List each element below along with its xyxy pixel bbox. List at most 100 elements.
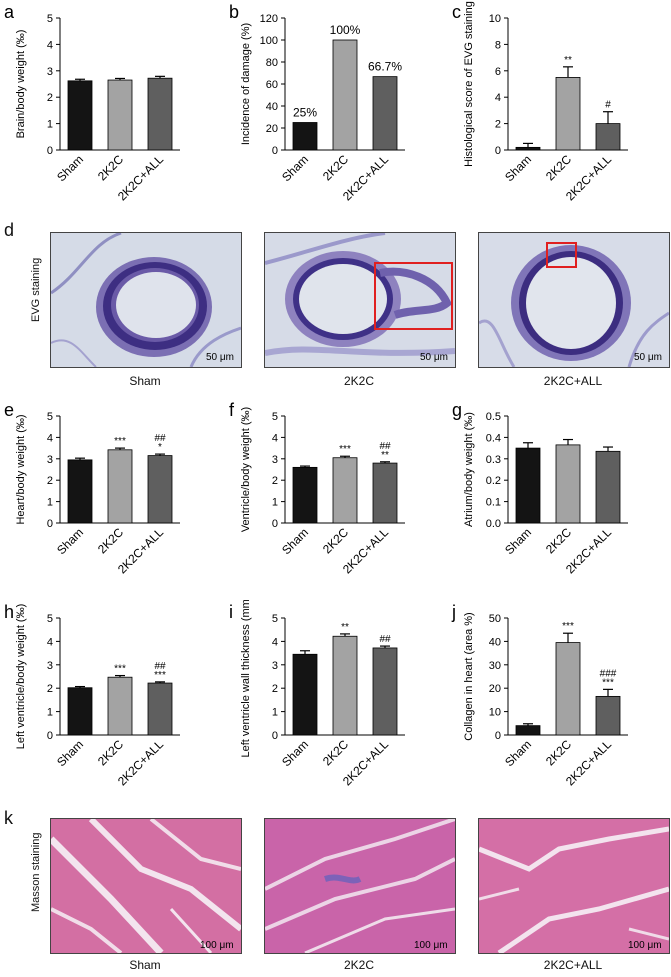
chart6-ytick-label-5: 5: [47, 613, 53, 625]
chart3-ytick-label-2: 2: [47, 475, 53, 487]
panel-letter-h: h: [4, 602, 14, 622]
chart8-category-label-1: 2K2C: [543, 737, 574, 768]
chart1-bar-2: [372, 76, 398, 151]
panel-letter-e: e: [4, 400, 14, 420]
evg-image-2k2c-all: [478, 232, 670, 368]
chart8-ytick-label-3: 30: [489, 660, 501, 672]
chart3-annotation-2-1: *: [158, 442, 162, 453]
chart2-ytick-label-2: 4: [495, 92, 501, 104]
chart0-bar-0: [67, 80, 93, 151]
chart5-bar-2: [595, 450, 621, 524]
caption-k-sham: Sham: [129, 958, 161, 972]
chart3-ytick-label-1: 1: [47, 497, 53, 509]
chart7-category-label-0: Sham: [279, 737, 311, 769]
chart1-ytick-label-5: 100: [260, 35, 278, 47]
chart4-category-label-1: 2K2C: [320, 525, 351, 556]
chart1-ytick-label-3: 60: [266, 79, 278, 91]
chart2-annotation-2-0: #: [605, 100, 611, 111]
chart1-value-label-2: 66.7%: [368, 60, 402, 74]
chart-panel-f: f Ventricle/body weight (‰) 0 1 2 3 4 5 Sham *** 2…: [229, 400, 405, 576]
chart3-category-label-0: Sham: [54, 525, 86, 557]
chart3-ytick-label-5: 5: [47, 411, 53, 423]
chart2-ytick-label-1: 2: [495, 119, 501, 131]
masson-image-sham: [50, 818, 242, 954]
chart1-category-label-1: 2K2C: [320, 152, 351, 183]
chart2-bar-0: [515, 146, 541, 151]
chart1-value-label-1: 100%: [330, 23, 361, 37]
chart0-ytick-label-5: 5: [47, 13, 53, 25]
caption-k-2k2c: 2K2C: [343, 958, 375, 972]
chart2-bar-1: [555, 77, 581, 151]
chart6-bar-0: [67, 687, 93, 736]
chart6-annotation-2-0: ##: [154, 661, 166, 672]
caption-d-2k2c-all: 2K2C+ALL: [543, 374, 603, 388]
chart7-bar-2: [372, 647, 398, 736]
chart5-ytick-label-4: 0.4: [486, 432, 501, 444]
chart0-ytick-label-1: 1: [47, 119, 53, 131]
masson-image-2k2c-all: [478, 818, 670, 954]
chart5-ytick-label-0: 0.0: [486, 518, 501, 530]
caption-d-sham: Sham: [129, 374, 161, 388]
evg-image-sham: [50, 232, 242, 368]
chart8-ytick-label-0: 0: [495, 730, 501, 742]
scale-bar-d-2k2c-all: 50 μm: [634, 352, 662, 363]
chart3-ytick-label-4: 4: [47, 432, 53, 444]
chart3-ytick-label-0: 0: [47, 518, 53, 530]
chart7-ytick-label-4: 4: [272, 636, 278, 648]
chart4-ytick-label-5: 5: [272, 411, 278, 423]
chart4-category-label-0: Sham: [279, 525, 311, 557]
chart1-ytick-label-1: 20: [266, 123, 278, 135]
chart1-ytick-label-0: 0: [272, 145, 278, 157]
scale-bar-d-sham: 50 μm: [206, 352, 234, 363]
chart5-ytick-label-5: 0.5: [486, 411, 501, 423]
chart4-ytick-label-3: 3: [272, 454, 278, 466]
chart-panel-h: h Left ventricle/body weight (‰) 0 1 2 3 4 5 Sha…: [4, 602, 180, 788]
chart2-ytick-label-3: 6: [495, 66, 501, 78]
chart0-ytick-label-0: 0: [47, 145, 53, 157]
chart4-ytick-label-0: 0: [272, 518, 278, 530]
chart7-bar-0: [292, 653, 318, 736]
chart0-category-label-1: 2K2C: [95, 152, 126, 183]
chart6-category-label-1: 2K2C: [95, 737, 126, 768]
chart8-category-label-0: Sham: [502, 737, 534, 769]
chart0-ylabel: Brain/body weight (‰): [15, 30, 27, 139]
panel-letter-a: a: [4, 2, 15, 22]
chart8-annotation-2-1: ***: [602, 677, 614, 688]
chart7-ytick-label-3: 3: [272, 660, 278, 672]
chart7-ytick-label-2: 2: [272, 683, 278, 695]
chart4-ylabel: Ventricle/body weight (‰): [240, 407, 252, 532]
chart1-ylabel: Incidence of damage (%): [240, 23, 252, 145]
scale-bar-d-2k2c: 50 μm: [420, 352, 448, 363]
chart6-category-label-0: Sham: [54, 737, 86, 769]
chart1-ytick-label-2: 40: [266, 101, 278, 113]
chart5-category-label-1: 2K2C: [543, 525, 574, 556]
chart1-ytick-label-6: 120: [260, 13, 278, 25]
chart3-bar-2: [147, 455, 173, 524]
chart0-bar-1: [107, 79, 133, 151]
chart-panel-i: i Left ventricle wall thickness (mm) 0 1 2 3 4…: [229, 600, 405, 788]
chart0-ytick-label-3: 3: [47, 66, 53, 78]
chart1-value-label-0: 25%: [293, 106, 317, 120]
chart5-ylabel: Atrium/body weight (‰): [463, 412, 475, 527]
chart6-annotation-1-0: ***: [114, 664, 126, 675]
chart5-ytick-label-1: 0.1: [486, 497, 501, 509]
chart3-category-label-1: 2K2C: [95, 525, 126, 556]
chart7-ytick-label-5: 5: [272, 613, 278, 625]
panel-letter-i: i: [229, 602, 233, 622]
masson-staining-label: Masson staining: [30, 832, 42, 913]
chart8-ytick-label-1: 10: [489, 707, 501, 719]
chart2-ytick-label-0: 0: [495, 145, 501, 157]
chart8-bar-1: [555, 642, 581, 736]
chart8-ylabel: Collagen in heart (area %): [463, 612, 475, 740]
chart2-ylabel: Histological score of EVG staining: [463, 1, 475, 167]
chart0-ytick-label-2: 2: [47, 92, 53, 104]
chart4-ytick-label-4: 4: [272, 432, 278, 444]
panel-letter-d: d: [4, 220, 15, 240]
chart3-ytick-label-3: 3: [47, 454, 53, 466]
caption-d-2k2c: 2K2C: [343, 374, 375, 388]
chart6-bar-1: [107, 676, 133, 736]
chart3-bar-1: [107, 449, 133, 524]
